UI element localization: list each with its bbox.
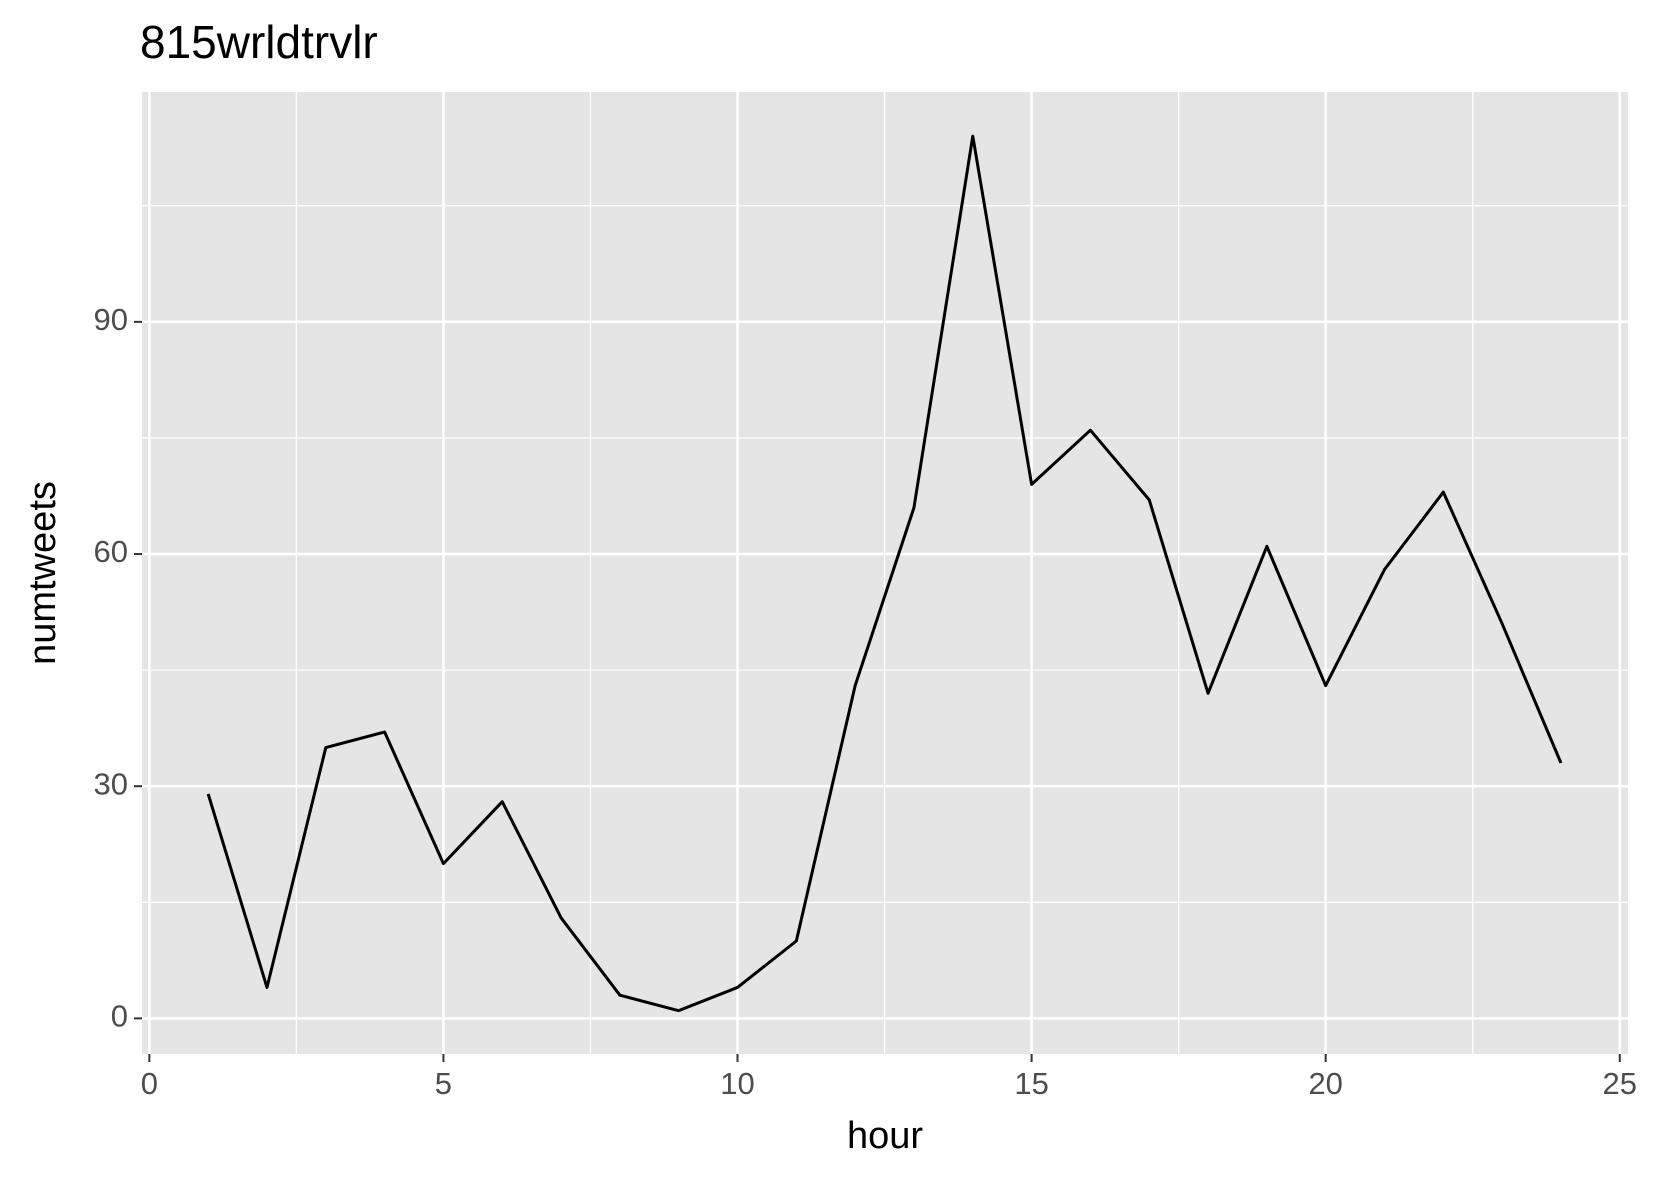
x-tick-label: 10: [720, 1066, 754, 1101]
y-tick-label: 90: [94, 302, 128, 337]
x-tick-label: 20: [1308, 1066, 1342, 1101]
y-tick-label: 0: [111, 999, 128, 1034]
x-tick-label: 5: [435, 1066, 452, 1101]
y-tick-label: 30: [94, 766, 128, 801]
x-tick-label: 25: [1603, 1066, 1637, 1101]
x-tick-label: 15: [1014, 1066, 1048, 1101]
y-axis-label: numtweets: [22, 481, 64, 665]
x-axis-label: hour: [847, 1115, 923, 1157]
chart-title: 815wrldtrvlr: [140, 16, 378, 68]
x-tick-label: 0: [141, 1066, 158, 1101]
data-line: [206, 134, 1563, 1013]
y-tick-label: 60: [94, 534, 128, 569]
